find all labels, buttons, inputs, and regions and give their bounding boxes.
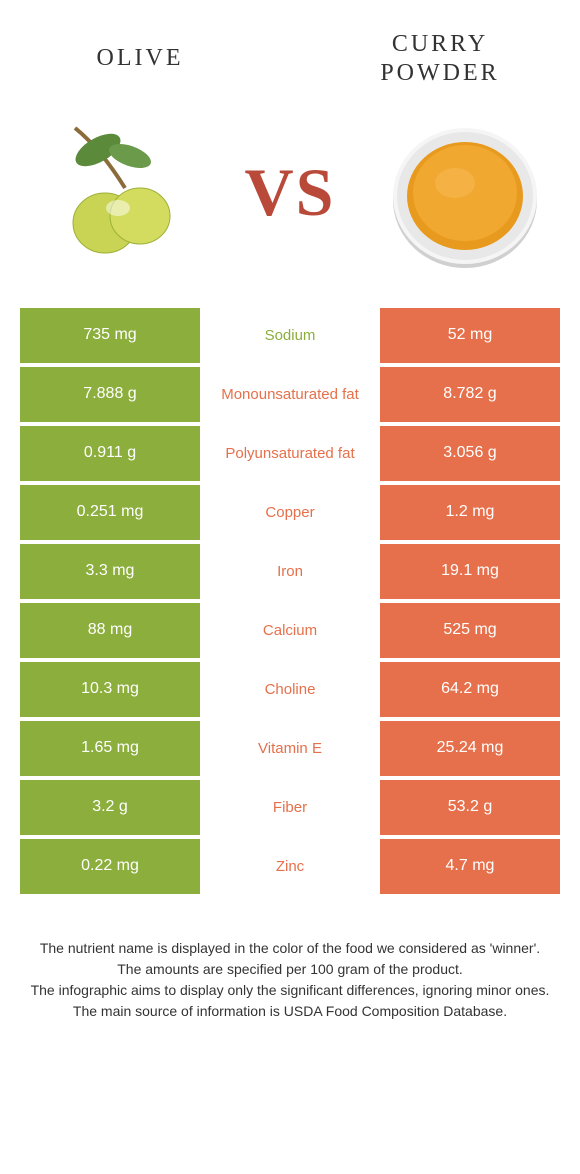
nutrient-label: Polyunsaturated fat <box>200 426 380 481</box>
left-value: 0.911 g <box>20 426 200 481</box>
table-row: 88 mgCalcium525 mg <box>20 603 560 658</box>
footnote-line: The infographic aims to display only the… <box>30 980 550 1001</box>
right-value: 525 mg <box>380 603 560 658</box>
comparison-table: 735 mgSodium52 mg7.888 gMonounsaturated … <box>0 308 580 894</box>
table-row: 1.65 mgVitamin E25.24 mg <box>20 721 560 776</box>
curry-image <box>380 108 550 278</box>
right-value: 64.2 mg <box>380 662 560 717</box>
right-value: 25.24 mg <box>380 721 560 776</box>
right-value: 52 mg <box>380 308 560 363</box>
header: OLIVE CURRY POWDER <box>0 0 580 98</box>
right-value: 1.2 mg <box>380 485 560 540</box>
left-value: 3.2 g <box>20 780 200 835</box>
table-row: 7.888 gMonounsaturated fat8.782 g <box>20 367 560 422</box>
left-value: 0.22 mg <box>20 839 200 894</box>
nutrient-label: Monounsaturated fat <box>200 367 380 422</box>
table-row: 0.251 mgCopper1.2 mg <box>20 485 560 540</box>
left-value: 1.65 mg <box>20 721 200 776</box>
footnote-line: The nutrient name is displayed in the co… <box>30 938 550 959</box>
vs-label: VS <box>245 153 336 232</box>
left-value: 10.3 mg <box>20 662 200 717</box>
footnote-line: The amounts are specified per 100 gram o… <box>30 959 550 980</box>
right-value: 8.782 g <box>380 367 560 422</box>
nutrient-label: Calcium <box>200 603 380 658</box>
nutrient-label: Choline <box>200 662 380 717</box>
left-value: 7.888 g <box>20 367 200 422</box>
right-value: 53.2 g <box>380 780 560 835</box>
right-value: 3.056 g <box>380 426 560 481</box>
left-value: 3.3 mg <box>20 544 200 599</box>
left-value: 735 mg <box>20 308 200 363</box>
footnote-block: The nutrient name is displayed in the co… <box>0 898 580 1022</box>
nutrient-label: Sodium <box>200 308 380 363</box>
table-row: 0.22 mgZinc4.7 mg <box>20 839 560 894</box>
right-food-title: CURRY POWDER <box>340 30 540 88</box>
nutrient-label: Fiber <box>200 780 380 835</box>
right-value: 4.7 mg <box>380 839 560 894</box>
images-row: VS <box>0 98 580 308</box>
nutrient-label: Vitamin E <box>200 721 380 776</box>
left-value: 88 mg <box>20 603 200 658</box>
left-food-title: OLIVE <box>40 45 240 72</box>
right-value: 19.1 mg <box>380 544 560 599</box>
olive-image <box>30 108 200 278</box>
footnote-line: The main source of information is USDA F… <box>30 1001 550 1022</box>
left-value: 0.251 mg <box>20 485 200 540</box>
nutrient-label: Iron <box>200 544 380 599</box>
table-row: 3.3 mgIron19.1 mg <box>20 544 560 599</box>
nutrient-label: Copper <box>200 485 380 540</box>
table-row: 735 mgSodium52 mg <box>20 308 560 363</box>
table-row: 3.2 gFiber53.2 g <box>20 780 560 835</box>
table-row: 0.911 gPolyunsaturated fat3.056 g <box>20 426 560 481</box>
nutrient-label: Zinc <box>200 839 380 894</box>
table-row: 10.3 mgCholine64.2 mg <box>20 662 560 717</box>
